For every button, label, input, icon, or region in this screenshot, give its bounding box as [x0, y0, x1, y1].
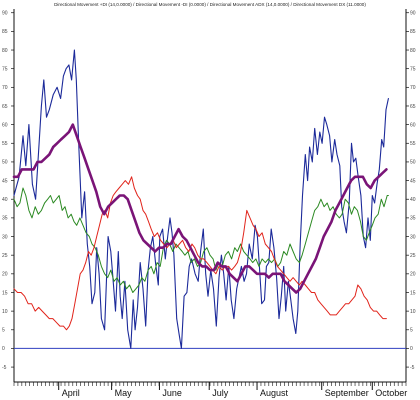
y-tick-label: 50 [2, 160, 8, 166]
y-tick-label: 35 [410, 216, 416, 222]
y-tick-label: 30 [410, 234, 416, 240]
y-tick-label: 5 [2, 328, 5, 334]
y-tick-label: 90 [410, 11, 416, 17]
y-tick-label: 65 [410, 104, 416, 110]
x-month-label: October [375, 388, 407, 398]
y-tick-label: 70 [410, 85, 416, 91]
y-tick-label: 35 [2, 216, 8, 222]
x-month-label: June [162, 388, 182, 398]
y-axis-right: -5 0 5 10 15 20 25 30 35 40 45 50 55 60 65 70 75 80 85 90 [406, 11, 416, 371]
y-tick-label: 10 [2, 309, 8, 315]
series-line-3 [13, 176, 387, 331]
y-tick-label: 20 [410, 272, 416, 278]
y-tick-label: 40 [2, 197, 8, 203]
y-tick-label: 15 [2, 290, 8, 296]
y-axis-left: -5 0 5 10 15 20 25 30 35 40 45 50 55 60 65 70 75 80 85 90 [2, 11, 14, 371]
y-tick-label: 60 [410, 122, 416, 128]
y-tick-label: 75 [410, 66, 416, 72]
y-tick-label: 15 [410, 290, 416, 296]
x-axis: April May June July August September October [13, 382, 407, 398]
x-month-label: April [62, 388, 80, 398]
chart-title: Directional Movement +DI (14,0.0000) / D… [54, 2, 366, 7]
x-month-label: August [260, 388, 289, 398]
y-tick-label: 80 [410, 48, 416, 54]
y-tick-label: 30 [2, 234, 8, 240]
y-tick-label: 25 [410, 253, 416, 259]
y-tick-label: 40 [410, 197, 416, 203]
series-layer [12, 49, 389, 349]
y-tick-label: 45 [2, 178, 8, 184]
y-tick-label: 0 [410, 346, 413, 352]
y-tick-label: 5 [410, 328, 413, 334]
x-month-label: July [212, 388, 229, 398]
y-tick-label: -5 [410, 365, 415, 371]
x-month-label: September [325, 388, 369, 398]
y-tick-label: 20 [2, 272, 8, 278]
series-line-4 [12, 123, 388, 294]
y-tick-label: -5 [2, 365, 7, 371]
y-tick-label: 25 [2, 253, 8, 259]
y-tick-label: 50 [410, 160, 416, 166]
y-tick-label: 45 [410, 178, 416, 184]
y-tick-label: 90 [2, 11, 8, 17]
y-tick-label: 85 [410, 29, 416, 35]
y-tick-label: 65 [2, 104, 8, 110]
x-month-label: May [115, 388, 133, 398]
y-tick-label: 70 [2, 85, 8, 91]
y-tick-label: 55 [2, 141, 8, 147]
y-tick-label: 85 [2, 29, 8, 35]
y-tick-label: 75 [2, 66, 8, 72]
y-tick-label: 80 [2, 48, 8, 54]
y-tick-label: 60 [2, 122, 8, 128]
y-tick-label: 0 [2, 346, 5, 352]
y-tick-label: 10 [410, 309, 416, 315]
y-tick-label: 55 [410, 141, 416, 147]
series-line-2 [13, 187, 389, 293]
